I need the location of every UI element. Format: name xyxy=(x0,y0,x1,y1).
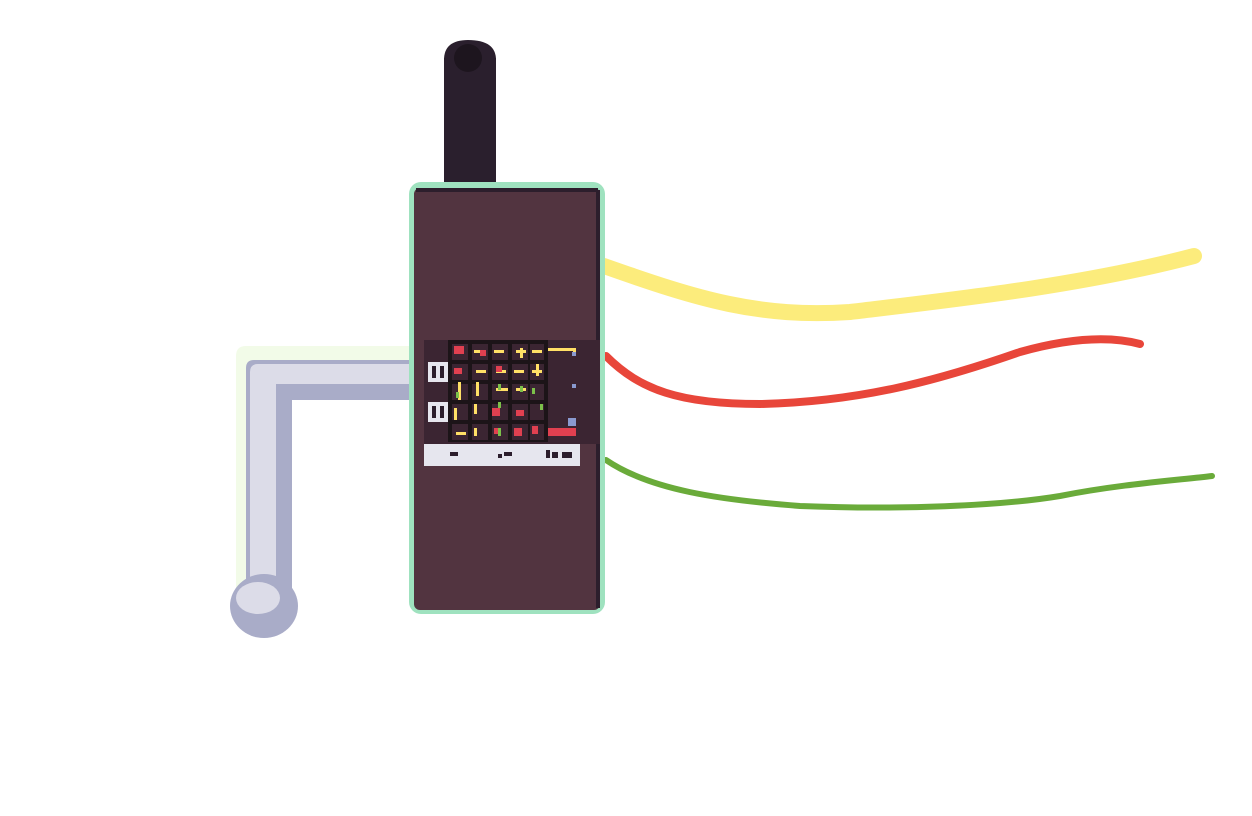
red-nodes xyxy=(454,346,576,436)
socket-2[interactable] xyxy=(428,402,448,422)
grid-cells xyxy=(452,344,544,440)
wires xyxy=(596,248,1215,511)
device-top-edge xyxy=(416,188,598,192)
green-wire[interactable] xyxy=(603,457,1215,511)
antenna xyxy=(444,40,496,188)
handle[interactable] xyxy=(230,346,412,638)
handle-shadow xyxy=(246,360,412,608)
socket-1[interactable] xyxy=(428,362,448,382)
yellow-traces xyxy=(454,348,576,436)
handle-light xyxy=(250,364,412,606)
green-nodes xyxy=(456,384,543,436)
handle-knob-highlight xyxy=(236,582,280,614)
antenna-stalk xyxy=(444,58,496,188)
red-wire[interactable] xyxy=(602,335,1144,409)
yellow-wire[interactable] xyxy=(596,248,1202,322)
antenna-cap xyxy=(454,44,482,72)
circuit-board[interactable] xyxy=(424,340,600,466)
connectors xyxy=(568,352,576,426)
label-bar-glyphs xyxy=(450,450,572,458)
